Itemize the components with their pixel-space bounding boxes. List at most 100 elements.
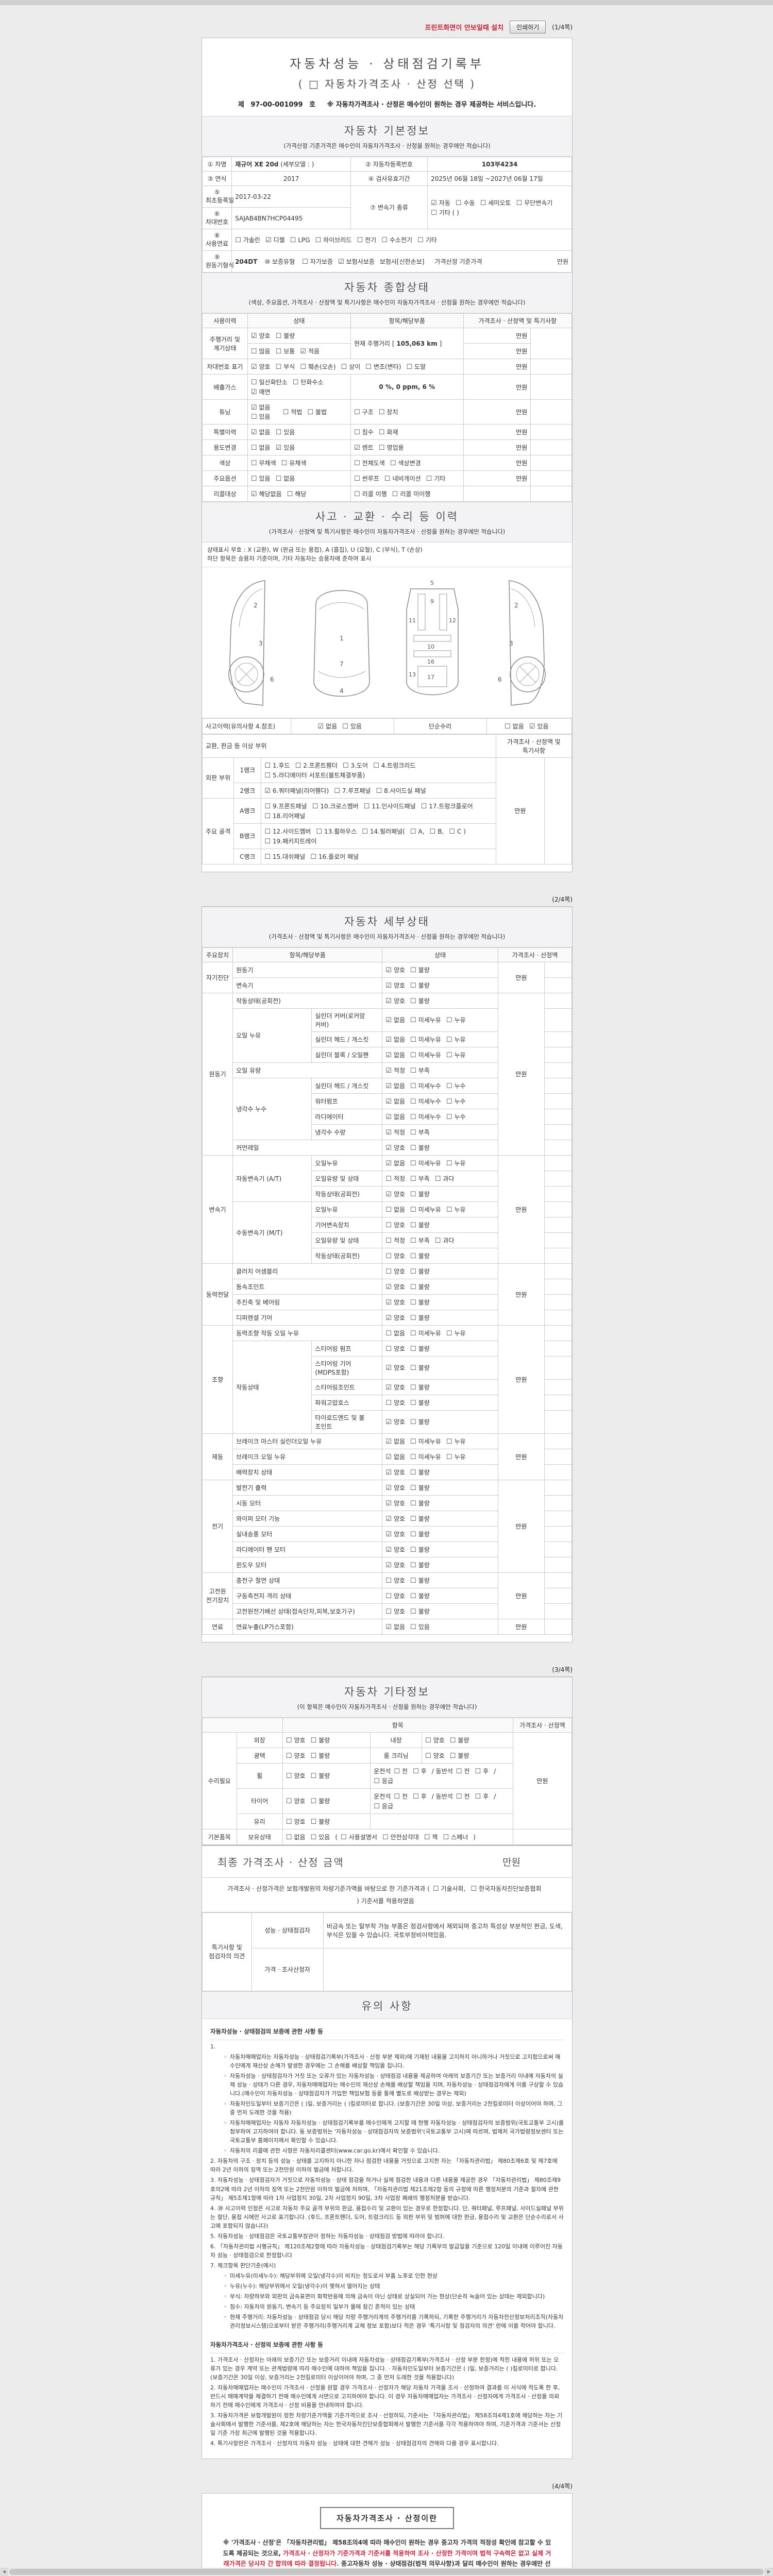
checkbox-unchecked[interactable]: ☐ 미세누유 xyxy=(410,1035,441,1044)
checkbox-unchecked[interactable]: ☐ 보통 xyxy=(276,347,295,355)
checkbox-unchecked[interactable]: ☐ 3.도어 xyxy=(343,761,368,770)
checkbox-unchecked[interactable]: ☐ 미세누유 xyxy=(410,1329,441,1337)
checkbox-unchecked[interactable]: ☐ 누유 xyxy=(446,1437,466,1446)
checkbox-unchecked[interactable]: ☐ 후 xyxy=(475,1792,489,1801)
checkbox-unchecked[interactable]: ☐ 수소전기 xyxy=(381,235,412,244)
checkbox-checked[interactable]: ☑ 없음 xyxy=(385,1159,405,1167)
checkbox-unchecked[interactable]: ☐ 불량 xyxy=(410,1313,430,1322)
checkbox-unchecked[interactable]: ☐ 불량 xyxy=(410,1221,430,1229)
checkbox-unchecked[interactable]: ☐ 일산화탄소 xyxy=(251,378,288,386)
checkbox-unchecked[interactable]: ☐ 불량 xyxy=(410,1190,430,1198)
checkbox-unchecked[interactable]: ☐ 구조 xyxy=(354,408,374,416)
checkbox-unchecked[interactable]: ☐ 불량 xyxy=(450,1751,469,1760)
checkbox-checked[interactable]: ☑ 적정 xyxy=(385,1128,405,1137)
checkbox-unchecked[interactable]: ☐ 2.프론트휀더 xyxy=(295,761,338,770)
checkbox-unchecked[interactable]: ☐ C ) xyxy=(449,828,466,836)
checkbox-checked[interactable]: ☑ 양호 xyxy=(385,1483,405,1492)
checkbox-unchecked[interactable]: ☐ 양호 xyxy=(286,1736,306,1744)
checkbox-unchecked[interactable]: ☐ 후 xyxy=(413,1767,427,1775)
checkbox-checked[interactable]: ☑ 적정 xyxy=(385,1066,405,1075)
checkbox-unchecked[interactable]: ☐ 5.라디에이터 서포트(볼트체결부품) xyxy=(264,771,365,779)
checkbox-checked[interactable]: ☑ 양호 xyxy=(385,1383,405,1392)
checkbox-checked[interactable]: ☑ 없음 xyxy=(317,722,337,731)
checkbox-checked[interactable]: ☑ 없음 xyxy=(385,1622,405,1631)
checkbox-unchecked[interactable]: ☐ 사용설명서 xyxy=(341,1833,377,1841)
checkbox-unchecked[interactable]: ☐ 과다 xyxy=(435,1174,455,1183)
checkbox-unchecked[interactable]: ☐ 유채색 xyxy=(281,459,307,467)
checkbox-unchecked[interactable]: ☐ 있음 xyxy=(251,474,271,483)
checkbox-unchecked[interactable]: ☐ A, xyxy=(410,828,425,836)
checkbox-checked[interactable]: ☑ 양호 xyxy=(385,1282,405,1291)
checkbox-unchecked[interactable]: ☐ 불량 xyxy=(311,1751,330,1760)
checkbox-unchecked[interactable]: ☐ 불량 xyxy=(311,1736,330,1744)
checkbox-checked[interactable]: ☑ 양호 xyxy=(385,1417,405,1426)
checkbox-unchecked[interactable]: ☐ 불량 xyxy=(410,1417,430,1426)
print-install-link[interactable]: 프린트화면이 안보일때 설치 xyxy=(425,24,504,32)
checkbox-unchecked[interactable]: ☐ 기타 xyxy=(417,235,437,244)
checkbox-checked[interactable]: ☑ 없음 xyxy=(385,1097,405,1106)
checkbox-unchecked[interactable]: ☐ 14.필러패널( xyxy=(362,827,405,836)
checkbox-unchecked[interactable]: ☐ 미세누수 xyxy=(410,1112,441,1121)
checkbox-unchecked[interactable]: ☐ 없음 xyxy=(286,1833,306,1841)
checkbox-checked[interactable]: ☑ 없음 xyxy=(385,1452,405,1461)
checkbox-unchecked[interactable]: ☐ 양호 xyxy=(385,1607,405,1616)
checkbox-unchecked[interactable]: ☐ 미세누수 xyxy=(410,1097,441,1106)
checkbox-unchecked[interactable]: ☐ 기타 xyxy=(426,474,446,483)
checkbox-unchecked[interactable]: ☐ 양호 xyxy=(425,1736,445,1744)
checkbox-unchecked[interactable]: ☐ 부식 xyxy=(276,362,295,371)
checkbox-checked[interactable]: ☑ 양호 xyxy=(385,1514,405,1523)
checkbox-unchecked[interactable]: ☐ 불량 xyxy=(410,1267,430,1276)
checkbox-unchecked[interactable]: ☐ 불량 xyxy=(410,1282,430,1291)
checkbox-unchecked[interactable]: ☐ 자가보증 xyxy=(302,257,333,266)
checkbox-unchecked[interactable]: ☐ 후 xyxy=(475,1767,489,1775)
checkbox-unchecked[interactable]: ☐ 수동 xyxy=(456,198,475,207)
checkbox-unchecked[interactable]: ☐ 미세누유 xyxy=(410,1050,441,1059)
checkbox-unchecked[interactable]: ☐ 전 xyxy=(456,1792,470,1801)
checkbox-unchecked[interactable]: ☐ 12.사이드멤버 xyxy=(264,827,311,836)
checkbox-unchecked[interactable]: ☐ 없음 xyxy=(276,474,295,483)
checkbox-unchecked[interactable]: ☐ 불량 xyxy=(410,1545,430,1554)
checkbox-checked[interactable]: ☑ 양호 xyxy=(251,331,271,340)
checkbox-unchecked[interactable]: ☐ 불량 xyxy=(311,1771,330,1780)
checkbox-unchecked[interactable]: ☐ 변조(변타) xyxy=(365,362,401,371)
checkbox-unchecked[interactable]: ☐ 양호 xyxy=(286,1751,306,1760)
checkbox-unchecked[interactable]: ☐ 불량 xyxy=(410,1468,430,1477)
checkbox-unchecked[interactable]: ☐ 가솔린 xyxy=(235,235,260,244)
checkbox-unchecked[interactable]: ☐ 불량 xyxy=(311,1817,330,1826)
checkbox-checked[interactable]: ☑ 없음 xyxy=(385,1081,405,1090)
checkbox-unchecked[interactable]: ☐ 13.휠하우스 xyxy=(316,827,357,836)
checkbox-unchecked[interactable]: ☐ 리콜 미이행 xyxy=(392,489,431,498)
checkbox-unchecked[interactable]: ☐ 불량 xyxy=(410,1607,430,1616)
checkbox-unchecked[interactable]: ☐ 색상변경 xyxy=(390,459,421,467)
checkbox-unchecked[interactable]: ☐ 해당 xyxy=(287,489,307,498)
checkbox-unchecked[interactable]: ☐ 잭 xyxy=(424,1833,438,1841)
checkbox-unchecked[interactable]: ☐ 없음 xyxy=(251,443,271,452)
checkbox-checked[interactable]: ☑ 양호 xyxy=(385,981,405,990)
checkbox-unchecked[interactable]: ☐ 양호 xyxy=(385,1221,405,1229)
horizontal-scrollbar[interactable]: ◀ ▶ xyxy=(0,2568,773,2576)
checkbox-checked[interactable]: ☑ 없음 xyxy=(385,1015,405,1024)
checkbox-unchecked[interactable]: ☐ 양호 xyxy=(385,1398,405,1407)
checkbox-unchecked[interactable]: ☐ 양호 xyxy=(385,1267,405,1276)
checkbox-unchecked[interactable]: ☐ 있음 xyxy=(276,428,295,436)
checkbox-checked[interactable]: ☑ 양호 xyxy=(385,1313,405,1322)
checkbox-unchecked[interactable]: ☐ 불법 xyxy=(307,408,327,416)
checkbox-unchecked[interactable]: ☐ 적정 xyxy=(385,1174,405,1183)
checkbox-unchecked[interactable]: ☐ 양호 xyxy=(385,1576,405,1585)
checkbox-unchecked[interactable]: ☐ 응급 xyxy=(374,1802,393,1810)
checkbox-unchecked[interactable]: ☐ 누유 xyxy=(446,1205,466,1214)
checkbox-unchecked[interactable]: ☐ 불량 xyxy=(410,1499,430,1507)
checkbox-unchecked[interactable]: ☐ B, xyxy=(430,828,444,836)
checkbox-unchecked[interactable]: ☐ 네비게이션 xyxy=(384,474,421,483)
checkbox-unchecked[interactable]: ☐ 전체도색 xyxy=(354,459,385,467)
checkbox-checked[interactable]: ☑ 렌트 xyxy=(354,443,374,452)
checkbox-checked[interactable]: ☑ 양호 xyxy=(385,1190,405,1198)
checkbox-unchecked[interactable]: ☐ 미세누수 xyxy=(410,1081,441,1090)
checkbox-unchecked[interactable]: ☐ 11.인사이드패널 xyxy=(364,802,416,810)
checkbox-unchecked[interactable]: ☐ 불량 xyxy=(410,1383,430,1392)
checkbox-checked[interactable]: ☑ 있음 xyxy=(276,443,295,452)
checkbox-unchecked[interactable]: ☐ 미세누유 xyxy=(410,1452,441,1461)
checkbox-unchecked[interactable]: ☐ 부족 xyxy=(410,1236,430,1245)
checkbox-checked[interactable]: ☑ 적음 xyxy=(300,347,320,355)
checkbox-checked[interactable]: ☑ 6.쿼터패널(리어휀다) xyxy=(264,786,329,795)
